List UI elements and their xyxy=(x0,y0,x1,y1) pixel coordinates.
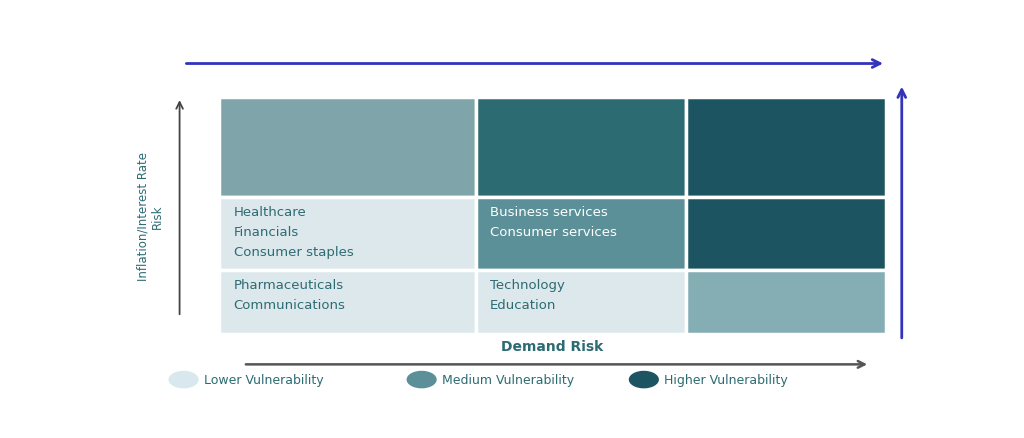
Ellipse shape xyxy=(629,371,658,389)
FancyBboxPatch shape xyxy=(219,197,476,270)
FancyBboxPatch shape xyxy=(219,98,476,197)
FancyBboxPatch shape xyxy=(686,270,886,334)
Text: Business services
Consumer services: Business services Consumer services xyxy=(490,206,617,239)
Text: Technology
Education: Technology Education xyxy=(490,279,565,312)
FancyBboxPatch shape xyxy=(476,98,686,197)
Text: Lower Vulnerability: Lower Vulnerability xyxy=(204,373,324,386)
Text: Pharmaceuticals
Communications: Pharmaceuticals Communications xyxy=(233,279,345,312)
FancyBboxPatch shape xyxy=(219,270,476,334)
Text: Medium Vulnerability: Medium Vulnerability xyxy=(442,373,574,386)
FancyBboxPatch shape xyxy=(476,197,686,270)
Ellipse shape xyxy=(407,371,436,389)
FancyBboxPatch shape xyxy=(686,197,886,270)
FancyBboxPatch shape xyxy=(476,270,686,334)
FancyBboxPatch shape xyxy=(686,98,886,197)
Text: Higher Vulnerability: Higher Vulnerability xyxy=(665,373,788,386)
Ellipse shape xyxy=(169,371,199,389)
Text: Inflation/Interest Rate
Risk: Inflation/Interest Rate Risk xyxy=(136,152,164,280)
Text: Healthcare
Financials
Consumer staples: Healthcare Financials Consumer staples xyxy=(233,206,353,258)
Text: Demand Risk: Demand Risk xyxy=(502,339,604,353)
